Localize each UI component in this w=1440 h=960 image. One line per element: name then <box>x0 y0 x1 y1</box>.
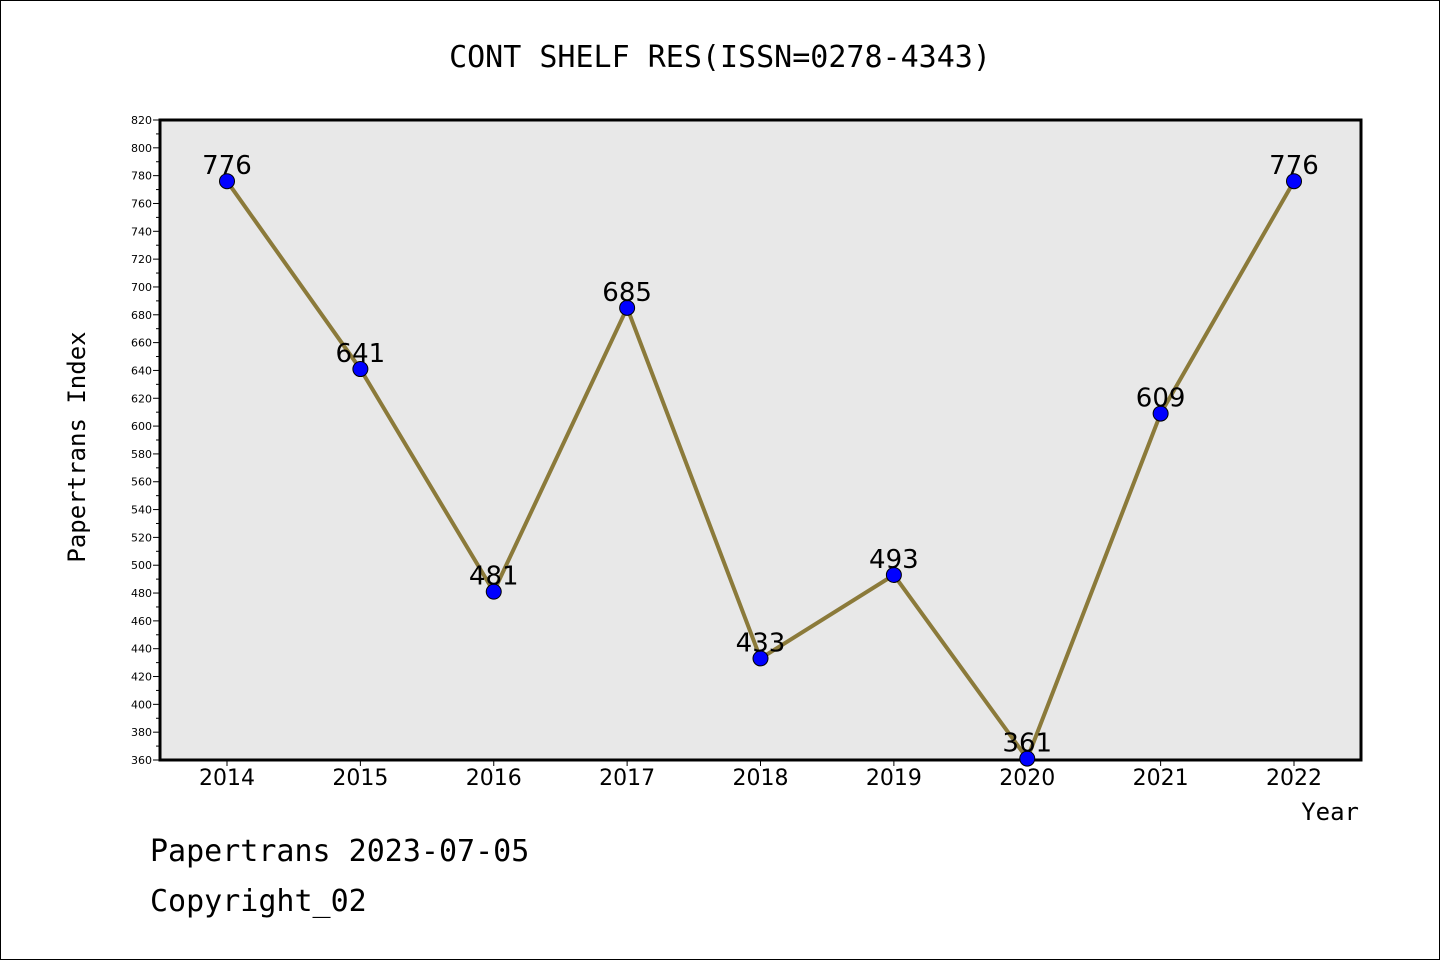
y-tick-label: 520 <box>131 531 152 544</box>
data-value-label: 433 <box>736 628 786 658</box>
y-tick-label: 460 <box>131 615 152 628</box>
y-tick-label: 680 <box>131 309 152 322</box>
data-value-label: 481 <box>469 562 519 592</box>
x-tick-label: 2022 <box>1266 766 1322 791</box>
y-axis: 360 380 400 420 440 460 480 500 520 540 560 580 600 6… <box>131 114 160 767</box>
y-tick-label: 740 <box>131 225 152 238</box>
data-value-label: 493 <box>869 545 919 575</box>
y-tick-label: 720 <box>131 253 152 266</box>
x-tick-label: 2015 <box>332 766 388 791</box>
y-tick-label: 800 <box>131 142 152 155</box>
y-tick-label: 780 <box>131 170 152 183</box>
y-tick-label: 400 <box>131 698 152 711</box>
y-tick-label: 420 <box>131 671 152 684</box>
y-tick-label: 540 <box>131 504 152 517</box>
data-labels: 776 641 481 685 433 493 361 609 776 <box>202 151 1319 758</box>
y-tick-label: 820 <box>131 114 152 127</box>
y-axis-label: Papertrans Index <box>63 331 91 562</box>
x-tick-label: 2021 <box>1133 766 1189 791</box>
data-point-marker <box>485 583 502 600</box>
y-tick-label: 380 <box>131 726 152 739</box>
x-axis: 2014 2015 2016 2017 2018 2019 2020 2021 2022 <box>199 760 1322 791</box>
data-value-label: 776 <box>1269 151 1319 181</box>
y-tick-label: 360 <box>131 754 152 767</box>
y-tick-label: 700 <box>131 281 152 294</box>
y-tick-label: 640 <box>131 364 152 377</box>
y-tick-label: 500 <box>131 559 152 572</box>
y-tick-label: 600 <box>131 420 152 433</box>
data-value-label: 685 <box>602 278 652 308</box>
x-tick-label: 2016 <box>466 766 522 791</box>
data-point-marker <box>1286 173 1302 190</box>
y-tick-label: 440 <box>131 643 152 656</box>
data-point-marker <box>752 650 769 667</box>
data-point-marker <box>1152 405 1169 422</box>
x-tick-label: 2018 <box>733 766 789 791</box>
data-point-marker <box>885 566 902 583</box>
x-axis-label: Year <box>1301 798 1359 826</box>
series-markers <box>219 173 1302 767</box>
y-tick-label: 620 <box>131 392 152 405</box>
y-tick-label: 560 <box>131 476 152 489</box>
x-tick-label: 2014 <box>199 766 255 791</box>
chart-title: CONT SHELF RES(ISSN=0278-4343) <box>449 40 991 75</box>
y-tick-label: 760 <box>131 197 152 210</box>
data-point-marker <box>352 361 369 378</box>
y-tick-label: 580 <box>131 448 152 461</box>
x-tick-label: 2017 <box>599 766 655 791</box>
footer-date-text: Papertrans 2023-07-05 <box>150 834 530 869</box>
data-value-label: 776 <box>202 151 252 181</box>
data-value-label: 641 <box>336 339 386 369</box>
data-point-marker <box>1019 750 1036 767</box>
y-tick-label: 660 <box>131 337 152 350</box>
data-point-marker <box>219 173 235 190</box>
footer-copyright-text: Copyright_02 <box>150 884 367 919</box>
x-tick-label: 2020 <box>999 766 1055 791</box>
data-point-marker <box>619 299 636 316</box>
y-tick-label: 480 <box>131 587 152 600</box>
x-tick-label: 2019 <box>866 766 922 791</box>
data-value-label: 361 <box>1002 729 1052 759</box>
data-value-label: 609 <box>1136 384 1186 414</box>
